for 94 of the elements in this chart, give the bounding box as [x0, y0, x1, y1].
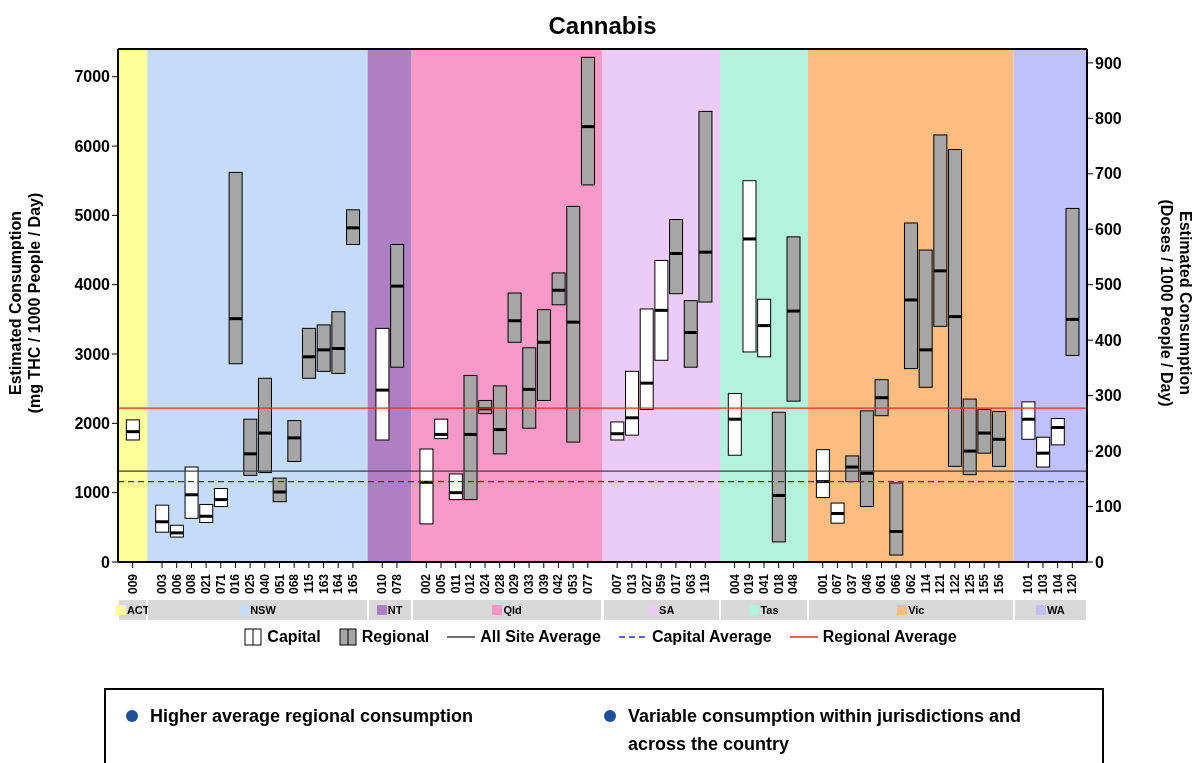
x-tick-label: 018 — [771, 573, 786, 595]
x-tick-label: 011 — [448, 573, 463, 594]
x-tick-label: 012 — [463, 573, 478, 595]
legend-label: ACT — [126, 604, 150, 616]
y2-tick-label: 0 — [1095, 553, 1104, 571]
x-tick-label: 048 — [786, 573, 801, 595]
x-tick-label: 121 — [933, 573, 948, 595]
legend-label: Regional — [360, 628, 430, 646]
x-tick-label: 051 — [272, 573, 287, 595]
y2-tick-label: 100 — [1095, 498, 1122, 516]
x-tick-label: 071 — [213, 573, 228, 595]
x-tick-label: 163 — [316, 573, 331, 595]
y2-tick-label: 500 — [1095, 276, 1122, 294]
x-tick-label: 007 — [610, 573, 625, 595]
y-tick-label: 7000 — [74, 68, 111, 86]
x-tick-label: 101 — [1021, 573, 1036, 595]
legend-label: Capital Average — [650, 628, 772, 646]
x-tick-label: 004 — [727, 573, 742, 595]
x-tick-label: 021 — [199, 573, 214, 595]
x-tick-label: 156 — [991, 573, 1006, 595]
x-tick-label: 062 — [903, 573, 918, 595]
y2-tick-label: 900 — [1095, 54, 1122, 72]
x-tick-label: 017 — [668, 573, 683, 595]
x-tick-label: 046 — [859, 573, 874, 595]
x-tick-label: 039 — [536, 573, 551, 595]
x-tick-label: 053 — [566, 573, 581, 595]
legend-label: WA — [1046, 604, 1065, 616]
legend-label: Tas — [760, 604, 779, 616]
x-tick-label: 033 — [522, 573, 537, 595]
y2-tick-label: 400 — [1095, 331, 1122, 349]
x-tick-label: 042 — [551, 573, 566, 595]
legend-label: NSW — [250, 604, 276, 616]
x-tick-label: 028 — [492, 573, 507, 595]
x-tick-label: 005 — [434, 573, 448, 595]
x-tick-label: 119 — [698, 573, 713, 594]
x-tick-label: 016 — [228, 573, 243, 595]
text: Higher average regional consumption — [150, 705, 474, 728]
x-tick-label: 114 — [918, 573, 933, 594]
x-tick-label: 068 — [287, 573, 302, 595]
x-tick-label: 078 — [389, 573, 404, 595]
x-tick-label: 001 — [815, 573, 830, 595]
y2-tick-label: 700 — [1095, 165, 1122, 183]
x-tick-label: 165 — [345, 573, 360, 595]
y2-tick-label: 600 — [1095, 220, 1122, 238]
x-tick-label: 104 — [1050, 573, 1065, 595]
y-tick-label: 6000 — [74, 137, 111, 155]
x-tick-label: 120 — [1065, 573, 1080, 595]
x-tick-label: 103 — [1035, 573, 1050, 595]
x-tick-label: 006 — [169, 573, 184, 595]
legend-label: Capital — [266, 628, 321, 646]
x-tick-label: 025 — [243, 573, 258, 595]
x-tick-label: 013 — [624, 573, 639, 595]
y-tick-label: 2000 — [74, 415, 111, 433]
legend-label: Vic — [908, 604, 925, 616]
legend-label: Qld — [503, 604, 522, 616]
x-tick-label: 059 — [654, 573, 669, 595]
y-tick-label: 1000 — [74, 484, 111, 502]
y2-tick-label: 200 — [1095, 442, 1122, 460]
x-tick-label: 019 — [742, 573, 757, 595]
text: Variable consumption within jurisdictions and across the country — [628, 705, 1023, 756]
x-tick-label: 066 — [889, 573, 904, 595]
x-tick-label: 041 — [757, 573, 771, 595]
x-tick-label: 027 — [639, 573, 654, 595]
x-tick-label: 061 — [874, 573, 889, 595]
x-tick-label: 040 — [257, 573, 272, 595]
x-tick-label: 037 — [845, 573, 860, 595]
legend-label: Regional Average — [821, 628, 957, 646]
x-tick-label: 063 — [683, 573, 698, 595]
x-tick-label: 125 — [962, 573, 977, 595]
x-tick-label: 009 — [125, 573, 140, 595]
y-tick-label: 3000 — [74, 345, 111, 363]
y2-axis-title: Estimated Consumption (Doses / 1000 People / Day) — [1158, 199, 1194, 407]
x-tick-label: 008 — [184, 573, 199, 595]
x-tick-label: 067 — [830, 573, 845, 595]
chart-title: Cannabis — [547, 12, 658, 40]
y-axis-title: Estimated Consumption (mg THC / 1000 People / Day) — [7, 192, 43, 414]
y-tick-label: 4000 — [74, 276, 111, 294]
y2-tick-label: 300 — [1095, 387, 1122, 405]
legend-label: All Site Average — [479, 628, 601, 646]
x-tick-label: 003 — [155, 573, 170, 595]
legend-label: NT — [387, 604, 403, 616]
x-tick-label: 122 — [947, 573, 962, 595]
x-tick-label: 029 — [507, 573, 522, 595]
x-tick-label: 115 — [301, 573, 316, 594]
legend-label: SA — [659, 604, 675, 616]
x-tick-label: 164 — [331, 573, 346, 595]
x-tick-label: 010 — [375, 573, 390, 595]
x-tick-label: 155 — [977, 573, 992, 595]
x-tick-label: 077 — [580, 573, 595, 595]
y2-tick-label: 800 — [1095, 110, 1122, 127]
y-tick-label: 5000 — [74, 207, 111, 225]
x-tick-label: 002 — [419, 573, 434, 595]
y-tick-label: 0 — [101, 553, 111, 571]
x-tick-label: 024 — [478, 573, 493, 595]
